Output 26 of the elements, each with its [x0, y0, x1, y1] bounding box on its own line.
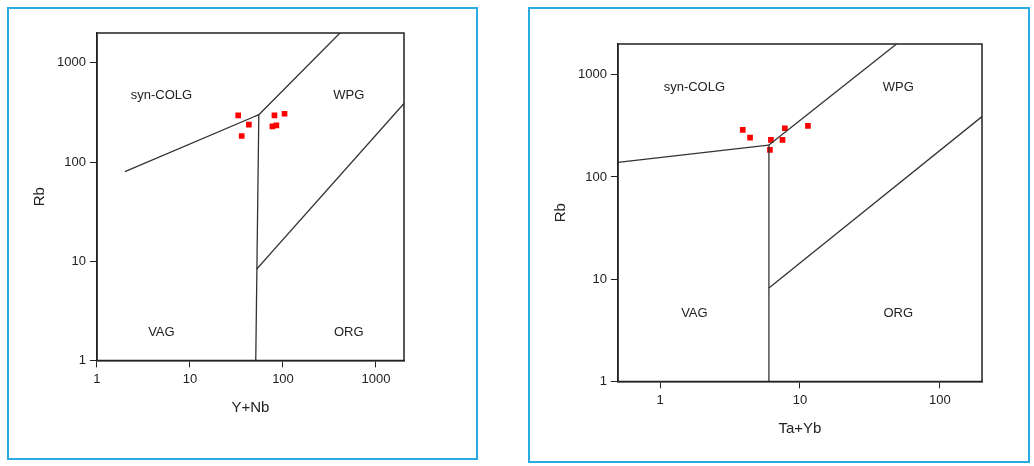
y-tick-label: 1000	[57, 54, 86, 70]
x-tick-label: 10	[792, 391, 808, 407]
y-tick-label: 1	[78, 351, 86, 367]
x-tick-label: 1000	[361, 370, 391, 386]
y-axis-title: Rb	[30, 187, 48, 207]
annotation: syn-COLG	[130, 86, 193, 102]
annotation: syn-COLG	[663, 79, 726, 95]
annotation: VAG	[148, 324, 175, 340]
annotation: WPG	[882, 79, 914, 95]
x-tick-label: 1	[93, 370, 101, 386]
annotation: VAG	[681, 305, 708, 321]
x-tick-label: 100	[272, 370, 294, 386]
annotation: ORG	[333, 324, 364, 340]
y-tick-label: 100	[64, 153, 86, 169]
y-tick-label: 10	[592, 270, 607, 286]
annotation: ORG	[883, 305, 914, 321]
x-tick-label: 100	[929, 391, 951, 407]
x-axis-title: Ta+Yb	[778, 419, 822, 437]
y-axis-title: Rb	[551, 203, 569, 223]
x-tick-label: 1	[656, 391, 664, 407]
annotation: WPG	[333, 86, 365, 102]
y-tick-label: 100	[585, 168, 607, 184]
y-tick-label: 1000	[578, 66, 607, 82]
x-axis-title: Y+Nb	[231, 398, 270, 416]
y-tick-label: 10	[71, 252, 86, 268]
x-tick-label: 10	[182, 370, 198, 386]
